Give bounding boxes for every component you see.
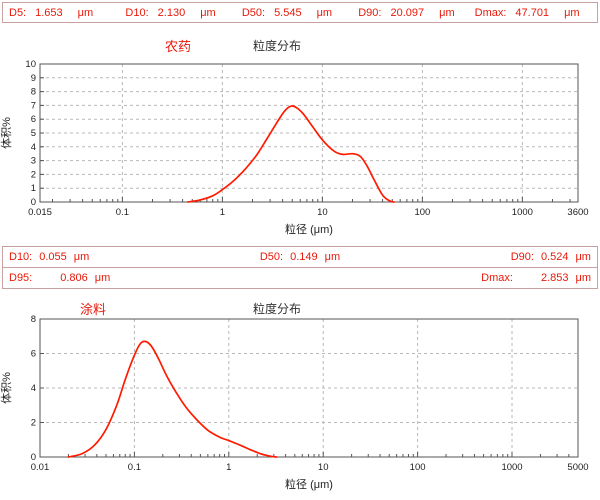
chart1-header: 农药 粒度分布 bbox=[0, 36, 600, 54]
stats-bars-paint: D10: 0.055 μm D50: 0.149 μm D90: 0.524 μ… bbox=[2, 246, 598, 289]
stat-value: 2.853 bbox=[540, 272, 569, 284]
chart1-canvas: 0.015 0.1 1 10 100 1000 3600 0 1 2 3 4 5 6 7 8 9 10 粒径 (μm… bbox=[0, 59, 589, 236]
svg-text:0: 0 bbox=[31, 197, 36, 208]
svg-text:3: 3 bbox=[31, 156, 36, 167]
svg-text:10: 10 bbox=[318, 462, 329, 473]
stat-d50: D50: 0.149 μm bbox=[260, 251, 340, 263]
stat-d90: D90: 0.524 μm bbox=[511, 251, 591, 263]
stat-label: D90: bbox=[510, 251, 534, 263]
stat-label: D90: bbox=[358, 6, 382, 19]
stats-bar-pesticide: D5: 1.653 μm D10: 2.130 μm D50: 5.545 μm… bbox=[2, 2, 598, 23]
svg-text:10: 10 bbox=[25, 59, 36, 70]
stat-label: Dmax: bbox=[474, 6, 507, 19]
chart1-title: 粒度分布 bbox=[253, 39, 302, 53]
stat-label: D50: bbox=[241, 6, 266, 19]
stat-value: 1.653 bbox=[35, 6, 63, 19]
svg-text:3600: 3600 bbox=[567, 207, 588, 218]
stat-label: D10: bbox=[9, 251, 33, 263]
svg-text:100: 100 bbox=[414, 207, 430, 218]
stat-unit: μm bbox=[316, 6, 333, 19]
svg-text:0.1: 0.1 bbox=[116, 207, 129, 218]
svg-text:5000: 5000 bbox=[567, 462, 588, 473]
stat-dmax: Dmax: 2.853 μm bbox=[481, 272, 591, 284]
svg-text:1000: 1000 bbox=[512, 207, 533, 218]
stat-label: D95: bbox=[9, 272, 33, 284]
stat-d5: D5: 1.653 μm bbox=[9, 7, 125, 19]
svg-text:8: 8 bbox=[31, 87, 36, 98]
svg-text:6: 6 bbox=[31, 349, 36, 360]
stat-value: 2.130 bbox=[157, 6, 186, 19]
svg-text:1000: 1000 bbox=[501, 462, 522, 473]
stat-value: 0.149 bbox=[290, 251, 318, 263]
svg-text:体积%: 体积% bbox=[0, 117, 13, 149]
svg-text:8: 8 bbox=[31, 315, 36, 325]
stat-label: D10: bbox=[125, 6, 149, 19]
svg-text:1: 1 bbox=[220, 207, 225, 218]
stat-value: 0.055 bbox=[39, 251, 67, 263]
stat-label: D50: bbox=[259, 251, 284, 263]
stat-unit: μm bbox=[200, 6, 216, 19]
chart2-sample-name: 涂料 bbox=[80, 302, 107, 317]
stat-unit: μm bbox=[564, 6, 580, 19]
stat-unit: μm bbox=[439, 6, 455, 19]
svg-text:体积%: 体积% bbox=[0, 372, 13, 404]
svg-text:4: 4 bbox=[31, 142, 36, 153]
svg-text:10: 10 bbox=[317, 207, 328, 218]
chart2-title: 粒度分布 bbox=[253, 302, 302, 316]
svg-text:0.015: 0.015 bbox=[28, 207, 52, 218]
stat-value: 0.806 bbox=[60, 272, 88, 284]
svg-text:粒径 (μm): 粒径 (μm) bbox=[285, 222, 333, 236]
chart2-canvas: 0.01 0.1 1 10 100 1000 5000 0 2 4 6 8 粒径 (μm) 体积% bbox=[0, 315, 589, 491]
stat-d10: D10: 2.130 μm bbox=[125, 7, 241, 19]
stats-row-2: D95: 0.806 μm Dmax: 2.853 μm bbox=[2, 267, 598, 289]
chart2-header: 涂料 粒度分布 bbox=[0, 299, 600, 317]
stat-dmax: Dmax: 47.701 μm bbox=[475, 7, 591, 19]
stat-d50: D50: 5.545 μm bbox=[242, 7, 358, 19]
stat-unit: μm bbox=[575, 251, 591, 263]
stat-unit: μm bbox=[575, 272, 591, 284]
svg-text:100: 100 bbox=[410, 462, 426, 473]
svg-text:2: 2 bbox=[31, 418, 36, 429]
stat-value: 5.545 bbox=[274, 6, 302, 19]
stat-unit: μm bbox=[77, 6, 94, 19]
svg-text:1: 1 bbox=[31, 183, 36, 194]
stats-row-1: D10: 0.055 μm D50: 0.149 μm D90: 0.524 μ… bbox=[2, 246, 598, 268]
svg-text:1: 1 bbox=[226, 462, 231, 473]
svg-text:粒径 (μm): 粒径 (μm) bbox=[285, 477, 333, 491]
stat-label: D5: bbox=[9, 6, 27, 19]
chart1-sample-name: 农药 bbox=[165, 39, 192, 54]
svg-text:0.01: 0.01 bbox=[31, 462, 50, 473]
stat-d95: D95: 0.806 μm bbox=[9, 272, 110, 284]
stat-label: Dmax: bbox=[481, 272, 513, 284]
stat-unit: μm bbox=[324, 251, 341, 263]
svg-text:5: 5 bbox=[31, 128, 36, 139]
svg-text:7: 7 bbox=[31, 100, 36, 111]
stat-value: 47.701 bbox=[515, 6, 550, 19]
svg-text:2: 2 bbox=[31, 169, 36, 180]
svg-text:4: 4 bbox=[31, 383, 36, 394]
stat-unit: μm bbox=[73, 251, 90, 263]
stat-unit: μm bbox=[94, 272, 111, 284]
svg-text:6: 6 bbox=[31, 114, 36, 125]
svg-text:0.1: 0.1 bbox=[128, 462, 141, 473]
stat-d90: D90: 20.097 μm bbox=[358, 7, 474, 19]
stat-value: 0.524 bbox=[540, 251, 569, 263]
svg-text:9: 9 bbox=[31, 73, 36, 84]
stat-value: 20.097 bbox=[390, 6, 425, 19]
stat-d10: D10: 0.055 μm bbox=[9, 251, 89, 263]
svg-text:0: 0 bbox=[31, 452, 36, 463]
